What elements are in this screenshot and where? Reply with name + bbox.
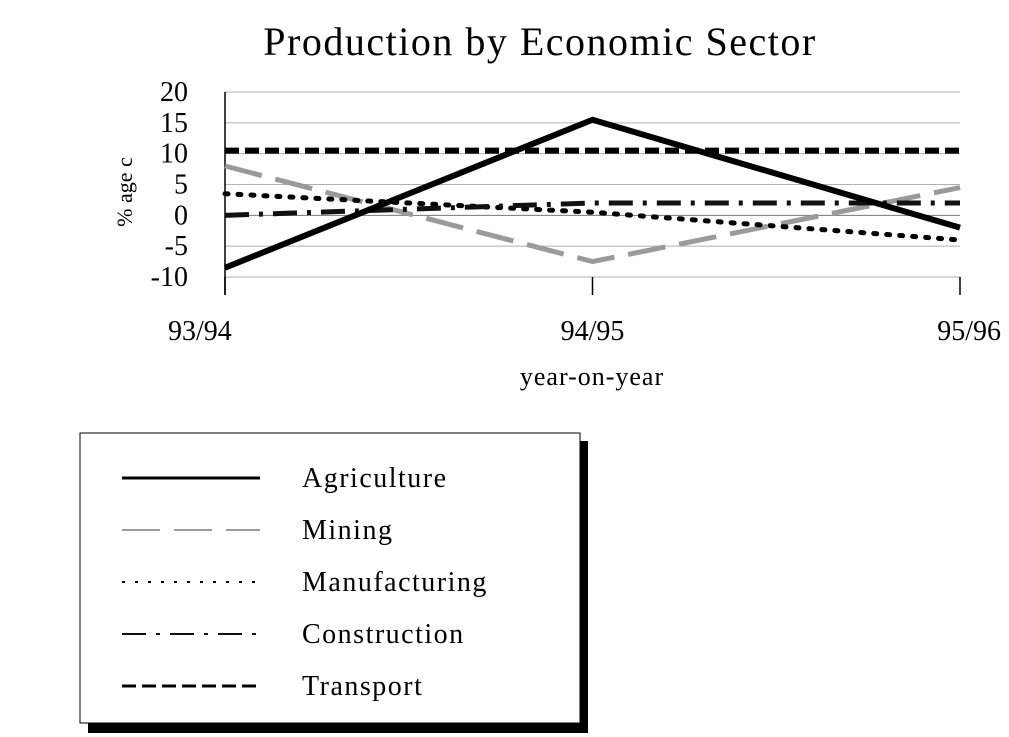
y-tick-label: 20	[160, 77, 188, 108]
series-line-manufacturing	[222, 191, 963, 243]
legend-box	[79, 432, 581, 724]
x-axis-label: year-on-year	[520, 362, 664, 391]
legend-entries: Agriculture Mining Manufacturing Constructi…	[122, 463, 488, 702]
y-tick-label: 5	[174, 170, 188, 201]
legend: Agriculture Mining Manufacturing Constructi…	[79, 432, 588, 733]
x-tick-label: 93/94	[168, 316, 232, 347]
chart-title: Production by Economic Sector	[263, 19, 816, 64]
x-tick-label: 95/96	[937, 316, 1001, 347]
y-tick-label: -5	[165, 231, 188, 262]
y-axis-label: % age c	[112, 157, 137, 227]
y-tick-label: -10	[151, 262, 188, 293]
legend-label-transport: Transport	[302, 671, 423, 702]
series-line-agriculture	[223, 116, 961, 271]
series-line-construction	[224, 200, 960, 218]
y-tick-label: 15	[160, 108, 188, 139]
series-line-mining	[224, 163, 961, 265]
legend-label-manufacturing: Manufacturing	[302, 567, 488, 598]
legend-label-agriculture: Agriculture	[302, 463, 448, 494]
y-tick-label: 10	[160, 139, 188, 170]
x-tick-label: 94/95	[561, 316, 625, 347]
legend-label-mining: Mining	[302, 515, 393, 546]
y-tick-label: 0	[174, 200, 188, 231]
series-lines	[222, 116, 963, 271]
legend-label-construction: Construction	[302, 619, 465, 650]
